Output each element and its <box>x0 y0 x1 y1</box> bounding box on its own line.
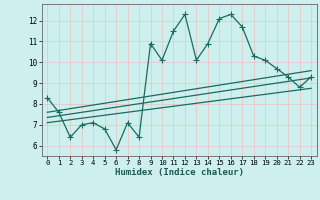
X-axis label: Humidex (Indice chaleur): Humidex (Indice chaleur) <box>115 168 244 177</box>
